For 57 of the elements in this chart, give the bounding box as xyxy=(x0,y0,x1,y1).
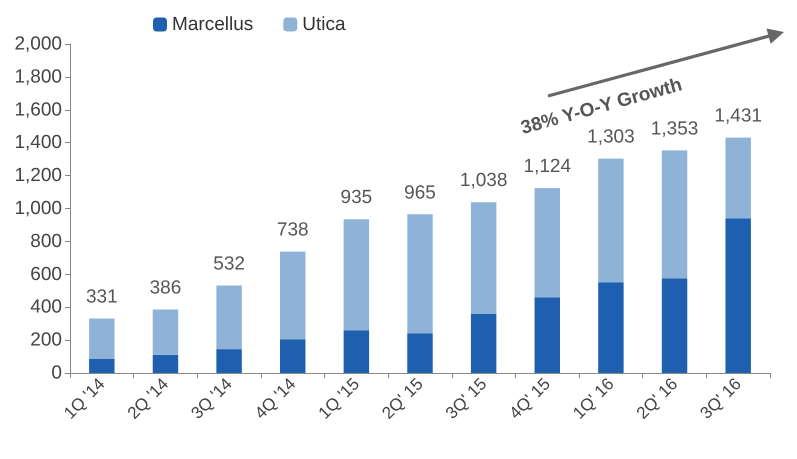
bar xyxy=(470,314,496,373)
bar xyxy=(598,282,624,373)
x-tick-label: 2Q' 16 xyxy=(632,374,682,423)
total-label: 738 xyxy=(276,220,309,241)
x-tick-label: 4Q' 15 xyxy=(506,374,554,423)
y-tick-label: 1,800 xyxy=(14,66,62,88)
bar xyxy=(89,318,115,360)
total-label: 386 xyxy=(150,278,182,299)
total-label: 965 xyxy=(404,182,436,204)
bar xyxy=(344,330,370,373)
x-tick-label: 3Q' 16 xyxy=(696,374,745,423)
bar xyxy=(216,285,242,350)
y-tick-label: 1,600 xyxy=(14,99,62,120)
x-tick-label: 1Q '14 xyxy=(60,374,109,423)
bar xyxy=(725,218,751,373)
bar xyxy=(407,334,433,373)
y-tick-label: 0 xyxy=(51,362,62,384)
y-tick-label: 2,000 xyxy=(14,34,62,54)
x-tick-label: 1Q' 16 xyxy=(569,374,618,423)
total-label: 532 xyxy=(213,253,245,274)
y-tick-label: 1,400 xyxy=(14,132,62,154)
bar xyxy=(280,252,306,340)
total-label: 1,038 xyxy=(460,170,508,192)
x-tick-label: 4Q '14 xyxy=(250,374,300,423)
y-tick-label: 400 xyxy=(30,296,62,318)
y-tick-label: 600 xyxy=(30,264,62,285)
bar xyxy=(470,202,496,314)
total-label: 935 xyxy=(340,187,372,208)
bar xyxy=(216,349,242,373)
x-tick-label: 1Q '15 xyxy=(314,374,364,423)
x-tick-label: 3Q' 15 xyxy=(442,374,490,423)
bar xyxy=(152,354,178,373)
legend-label: Utica xyxy=(302,14,346,35)
total-label: 1,353 xyxy=(650,118,698,140)
x-tick-label: 3Q '14 xyxy=(187,374,236,423)
total-label: 1,124 xyxy=(524,156,572,178)
bar xyxy=(662,150,688,278)
bar xyxy=(152,310,178,355)
y-tick-label: 1,000 xyxy=(14,198,62,219)
bar xyxy=(89,359,115,373)
bar xyxy=(534,188,560,298)
legend-label: Marcellus xyxy=(172,14,254,35)
bar xyxy=(725,138,751,218)
y-tick-label: 800 xyxy=(30,230,62,252)
x-tick-label: 2Q' 15 xyxy=(378,374,427,423)
bar xyxy=(344,219,370,330)
y-tick-label: 1,200 xyxy=(14,165,62,186)
bar xyxy=(280,339,306,373)
bar xyxy=(407,214,433,334)
x-tick-label: 2Q '14 xyxy=(124,374,172,423)
total-label: 1,303 xyxy=(587,126,635,148)
bar xyxy=(662,278,688,373)
total-label: 331 xyxy=(86,286,118,308)
bar xyxy=(534,297,560,373)
total-label: 1,431 xyxy=(714,106,762,127)
y-tick-label: 200 xyxy=(30,330,62,351)
bar xyxy=(598,158,624,283)
